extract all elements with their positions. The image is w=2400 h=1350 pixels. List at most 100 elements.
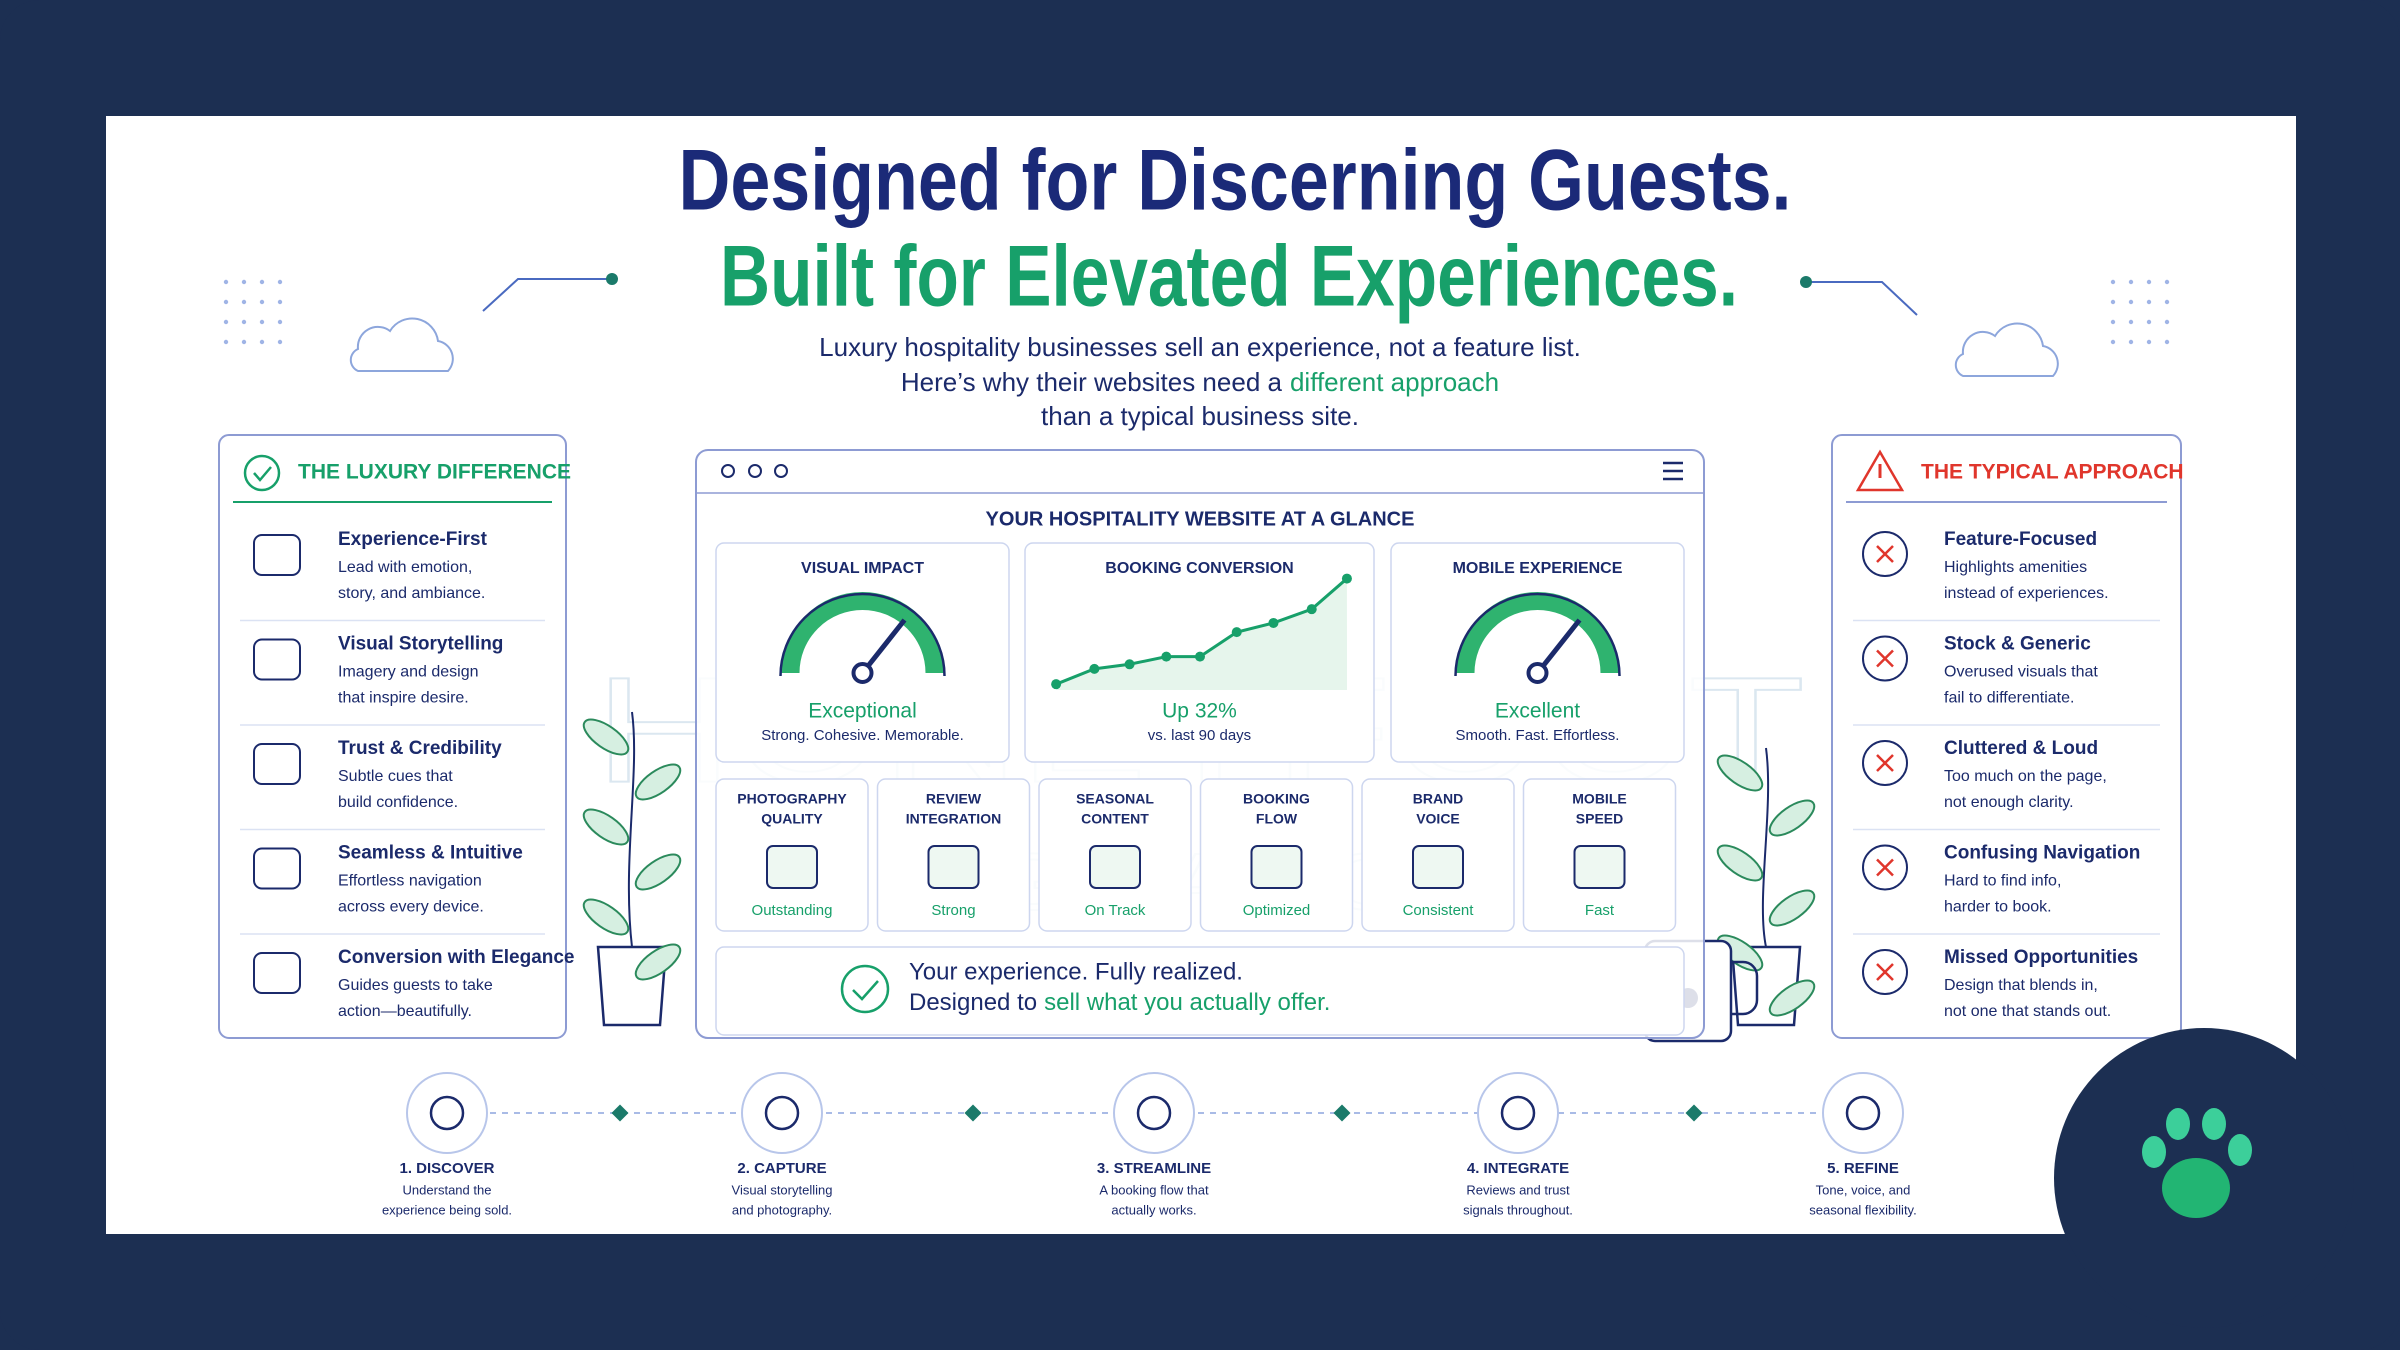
- step-label: 4. INTEGRATE: [1467, 1160, 1569, 1177]
- step-glyph: [429, 1095, 465, 1131]
- leaf: [1716, 754, 1764, 792]
- item-description: across every device.: [338, 899, 484, 916]
- dot: [259, 319, 265, 325]
- item-icon: [253, 743, 301, 785]
- chart-point: [1268, 617, 1279, 628]
- factor-title: SPEED: [1576, 811, 1623, 827]
- logo-toe: [2202, 1108, 2226, 1140]
- step-icon: [406, 1072, 488, 1154]
- item-description: Subtle cues that: [338, 768, 453, 785]
- leaf: [582, 898, 630, 936]
- item-title: Stock & Generic: [1944, 634, 2091, 655]
- step-description: Tone, voice, and: [1816, 1182, 1911, 1197]
- metric-title: MOBILE EXPERIENCE: [1453, 560, 1623, 577]
- dot: [223, 279, 229, 285]
- dot: [223, 339, 229, 345]
- item-icon: [253, 952, 301, 994]
- item-description: Overused visuals that: [1944, 664, 2098, 681]
- check-mark: [253, 466, 272, 482]
- x-mark: [1876, 858, 1894, 877]
- dot: [2146, 299, 2152, 305]
- panel-title: THE LUXURY DIFFERENCE: [298, 461, 571, 484]
- connector: [482, 278, 610, 312]
- mug-handle: [1731, 960, 1759, 1016]
- dot: [277, 319, 283, 325]
- banner-check: [840, 964, 890, 1014]
- step-icon: [1113, 1072, 1195, 1154]
- metric-detail: Smooth. Fast. Effortless.: [1456, 727, 1620, 744]
- panel: [1831, 434, 2182, 1039]
- panel-title: THE TYPICAL APPROACH: [1921, 461, 2184, 484]
- gauge-outline: [779, 592, 946, 677]
- gauge-outline: [1454, 592, 1621, 677]
- step-description: Understand the: [403, 1182, 492, 1197]
- step-description: experience being sold.: [382, 1202, 512, 1217]
- factor-icon: [1573, 845, 1626, 889]
- dashboard-title: YOUR HOSPITALITY WEBSITE AT A GLANCE: [986, 508, 1415, 530]
- item-title: Confusing Navigation: [1944, 843, 2140, 864]
- dot: [277, 299, 283, 305]
- chart-area: [1056, 578, 1347, 690]
- chart-point: [1194, 651, 1205, 662]
- chart-point: [1089, 663, 1100, 674]
- cloud: [1954, 322, 2059, 377]
- dot: [259, 279, 265, 285]
- step-glyph: [1845, 1095, 1881, 1131]
- step-glyph: [764, 1095, 800, 1131]
- factor-status: Fast: [1585, 902, 1615, 919]
- item-title: Conversion with Elegance: [338, 947, 575, 968]
- title-line: Built for Elevated Experiences.: [720, 229, 1738, 325]
- stem: [627, 711, 636, 948]
- item-description: that inspire desire.: [338, 690, 469, 707]
- logo-toe: [2228, 1134, 2252, 1166]
- item-description: build confidence.: [338, 794, 458, 811]
- stem: [1761, 747, 1770, 948]
- factor-title: VOICE: [1416, 811, 1460, 827]
- metric-status: Exceptional: [808, 700, 917, 723]
- subtitle-highlight: different approach: [1290, 367, 1499, 397]
- dot: [2164, 279, 2170, 285]
- item-description: not enough clarity.: [1944, 794, 2074, 811]
- logo-toe: [2166, 1108, 2190, 1140]
- chart-point: [1124, 659, 1135, 670]
- cloud: [349, 317, 454, 372]
- factor-title: INTEGRATION: [906, 811, 1001, 827]
- x-mark: [1876, 963, 1894, 981]
- step-description: actually works.: [1111, 1202, 1196, 1217]
- factor-title: REVIEW: [926, 791, 982, 807]
- dot: [277, 279, 283, 285]
- metric-detail: vs. last 90 days: [1148, 727, 1251, 744]
- dot: [259, 299, 265, 305]
- item-icon: [253, 534, 301, 576]
- item-title: Feature-Focused: [1944, 529, 2097, 550]
- chart-point: [1231, 627, 1242, 638]
- check-icon: [243, 454, 281, 492]
- step-description: signals throughout.: [1463, 1202, 1573, 1217]
- dot: [241, 319, 247, 325]
- dot: [241, 279, 247, 285]
- dot: [2164, 339, 2170, 345]
- gauge-hub: [851, 662, 874, 684]
- factor-status: Outstanding: [752, 902, 833, 919]
- x-mark: [1876, 545, 1894, 563]
- factor-icon: [927, 845, 980, 889]
- item-description: instead of experiences.: [1944, 585, 2109, 602]
- window-dot: [774, 464, 788, 478]
- dot: [2110, 319, 2116, 325]
- dot: [223, 299, 229, 305]
- item-description: action—beautifully.: [338, 1003, 472, 1020]
- step-icon: [741, 1072, 823, 1154]
- item-title: Seamless & Intuitive: [338, 843, 523, 864]
- dot: [2110, 279, 2116, 285]
- x-mark: [1876, 649, 1894, 668]
- dot: [241, 339, 247, 345]
- dot: [2128, 299, 2134, 305]
- warning-icon: [1855, 449, 1905, 492]
- banner-part: Designed to: [909, 989, 1037, 1016]
- leaf: [634, 943, 682, 981]
- leaf: [582, 718, 630, 756]
- step-label: 2. CAPTURE: [737, 1160, 826, 1177]
- subtitle: Luxury hospitality businesses sell an ex…: [819, 332, 1581, 362]
- item-description: story, and ambiance.: [338, 585, 485, 602]
- connector: [1808, 281, 1918, 316]
